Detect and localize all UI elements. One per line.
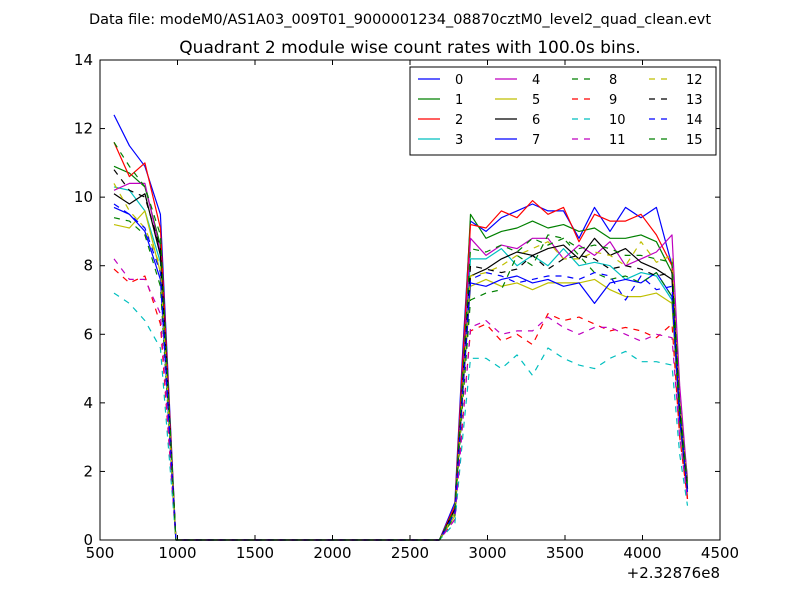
legend-label-14: 14: [686, 113, 703, 128]
y-tick-label: 2: [83, 462, 93, 480]
x-tick-label: 3000: [468, 544, 506, 562]
legend-box: [409, 66, 717, 156]
legend-label-4: 4: [532, 73, 540, 88]
y-tick-label: 8: [83, 257, 93, 275]
legend-label-7: 7: [532, 133, 540, 148]
legend-label-3: 3: [455, 133, 463, 148]
x-tick-label: 4000: [623, 544, 661, 562]
legend-label-10: 10: [609, 113, 626, 128]
series-line-8: [113, 217, 689, 541]
legend-label-0: 0: [455, 73, 463, 88]
legend-label-6: 6: [532, 113, 540, 128]
x-tick-label: 2500: [391, 544, 429, 562]
y-tick-label: 4: [83, 394, 93, 412]
axis-ticks: 500 1000 1500 2000 2500 3000 3500 4000 4500 0 2 4 6 8…: [74, 51, 739, 562]
y-tick-label: 10: [74, 188, 93, 206]
legend-label-5: 5: [532, 93, 540, 108]
legend-label-9: 9: [609, 93, 617, 108]
legend-label-15: 15: [686, 133, 703, 148]
x-tick-label: 1500: [236, 544, 274, 562]
x-tick-label: 500: [86, 544, 115, 562]
x-axis-offset-label: +2.32876e8: [627, 564, 720, 582]
x-tick-label: 3500: [546, 544, 584, 562]
figure-suptitle: Data file: modeM0/AS1A03_009T01_90000012…: [89, 12, 711, 28]
series-line-14: [113, 203, 689, 541]
legend-label-13: 13: [686, 93, 703, 108]
legend-label-2: 2: [455, 113, 463, 128]
legend-label-12: 12: [686, 73, 703, 88]
plot-title: Quadrant 2 module wise count rates with …: [179, 38, 640, 58]
x-tick-label: 1000: [158, 544, 196, 562]
y-tick-label: 12: [74, 120, 93, 138]
legend-label-8: 8: [609, 73, 617, 88]
y-tick-label: 0: [83, 531, 93, 549]
legend-label-1: 1: [455, 93, 463, 108]
x-tick-label: 4500: [701, 544, 739, 562]
y-tick-label: 14: [74, 51, 93, 69]
x-tick-label: 2000: [313, 544, 351, 562]
legend-label-11: 11: [609, 133, 626, 148]
y-tick-label: 6: [83, 325, 93, 343]
